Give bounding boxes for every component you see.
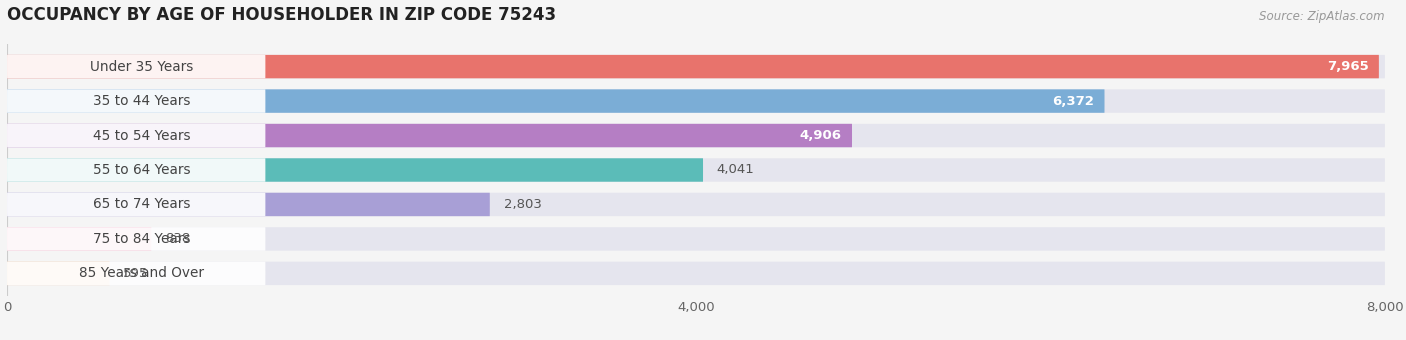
FancyBboxPatch shape — [7, 89, 266, 113]
FancyBboxPatch shape — [7, 158, 1385, 182]
FancyBboxPatch shape — [7, 89, 1105, 113]
FancyBboxPatch shape — [7, 227, 1385, 251]
FancyBboxPatch shape — [7, 55, 1385, 78]
Text: 65 to 74 Years: 65 to 74 Years — [93, 198, 190, 211]
Text: 85 Years and Over: 85 Years and Over — [79, 267, 204, 280]
Text: 4,906: 4,906 — [800, 129, 842, 142]
Text: 838: 838 — [165, 233, 190, 245]
FancyBboxPatch shape — [7, 262, 110, 285]
Text: 75 to 84 Years: 75 to 84 Years — [93, 232, 190, 246]
FancyBboxPatch shape — [7, 124, 852, 147]
FancyBboxPatch shape — [7, 55, 266, 78]
Text: Under 35 Years: Under 35 Years — [90, 59, 193, 73]
Text: 55 to 64 Years: 55 to 64 Years — [93, 163, 190, 177]
FancyBboxPatch shape — [7, 193, 266, 216]
Text: 45 to 54 Years: 45 to 54 Years — [93, 129, 190, 142]
FancyBboxPatch shape — [7, 262, 266, 285]
Text: 595: 595 — [124, 267, 149, 280]
FancyBboxPatch shape — [7, 124, 1385, 147]
FancyBboxPatch shape — [7, 193, 1385, 216]
FancyBboxPatch shape — [7, 158, 266, 182]
FancyBboxPatch shape — [7, 193, 489, 216]
Text: 2,803: 2,803 — [503, 198, 541, 211]
Text: 6,372: 6,372 — [1052, 95, 1094, 107]
Text: 35 to 44 Years: 35 to 44 Years — [93, 94, 190, 108]
Text: Source: ZipAtlas.com: Source: ZipAtlas.com — [1260, 10, 1385, 23]
FancyBboxPatch shape — [7, 89, 1385, 113]
Text: 7,965: 7,965 — [1327, 60, 1368, 73]
FancyBboxPatch shape — [7, 55, 1379, 78]
FancyBboxPatch shape — [7, 158, 703, 182]
FancyBboxPatch shape — [7, 262, 1385, 285]
FancyBboxPatch shape — [7, 227, 152, 251]
Text: OCCUPANCY BY AGE OF HOUSEHOLDER IN ZIP CODE 75243: OCCUPANCY BY AGE OF HOUSEHOLDER IN ZIP C… — [7, 6, 557, 24]
FancyBboxPatch shape — [7, 124, 266, 147]
FancyBboxPatch shape — [7, 227, 266, 251]
Text: 4,041: 4,041 — [717, 164, 755, 176]
